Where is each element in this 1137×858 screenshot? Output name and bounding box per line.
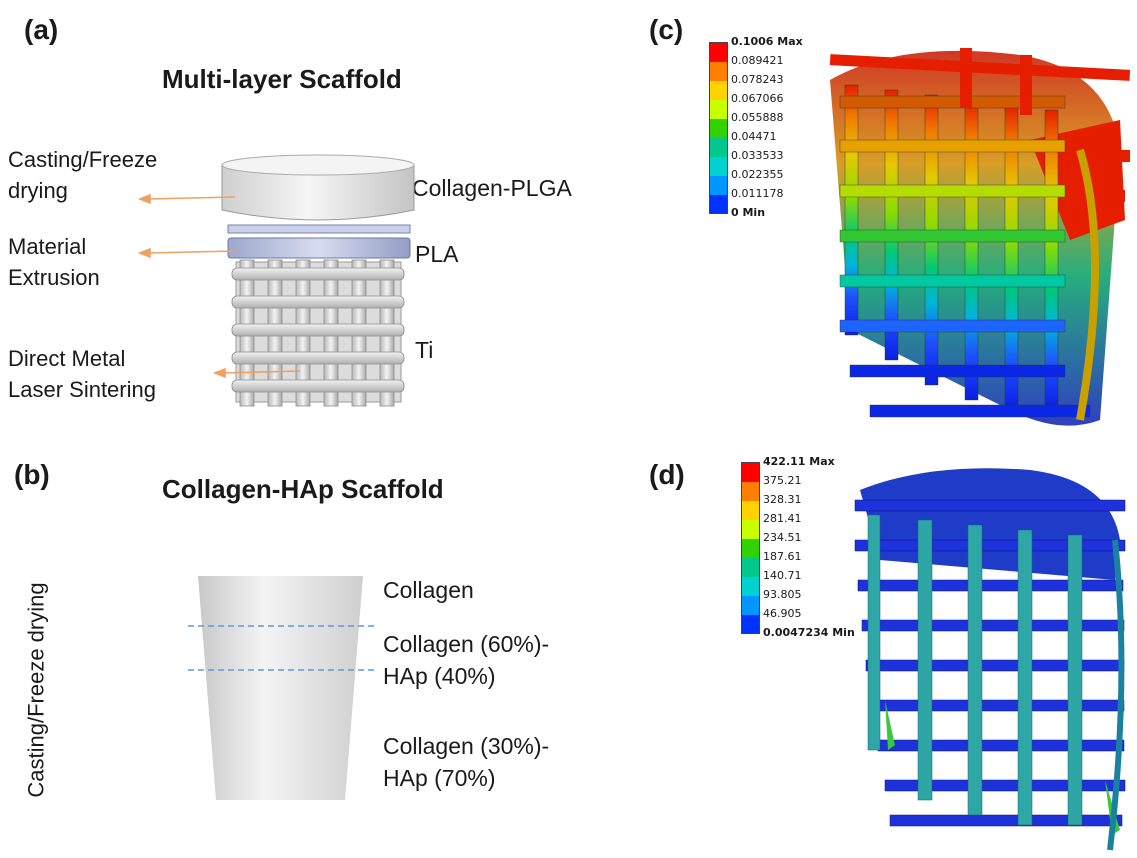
legend-c-2: 0.078243 bbox=[731, 73, 784, 86]
panel-b-letter: (b) bbox=[14, 459, 50, 490]
legend-c-9: 0 Min bbox=[731, 206, 766, 219]
hap-layer-label-1: Collagen bbox=[383, 577, 474, 603]
layer-label-pla: PLA bbox=[415, 241, 459, 267]
panel-c-letter: (c) bbox=[649, 14, 684, 45]
legend-d-7: 93.805 bbox=[763, 588, 802, 601]
legend-c-7: 0.022355 bbox=[731, 168, 784, 181]
legend-d-2: 328.31 bbox=[763, 493, 802, 506]
collagen-plga-cylinder bbox=[221, 154, 415, 221]
legend-c-1: 0.089421 bbox=[731, 54, 784, 67]
legend-d-3: 281.41 bbox=[763, 512, 802, 525]
legend-d-0: 422.11 Max bbox=[763, 455, 835, 468]
legend-d-4: 234.51 bbox=[763, 531, 802, 544]
legend-c-3: 0.067066 bbox=[731, 92, 784, 105]
process-arrows bbox=[137, 193, 301, 379]
legend-c-8: 0.011178 bbox=[731, 187, 784, 200]
legend-d-8: 46.905 bbox=[763, 607, 802, 620]
panel-a-letter: (a) bbox=[24, 14, 59, 45]
legend-d-6: 140.71 bbox=[763, 569, 802, 582]
legend-d-5: 187.61 bbox=[763, 550, 802, 563]
colormap-legend-d: 422.11 Max 375.21 328.31 281.41 234.51 1… bbox=[741, 456, 871, 642]
colormap-legend-c: 0.1006 Max 0.089421 0.078243 0.067066 0.… bbox=[709, 36, 829, 222]
panel-b-title: Collagen-HAp Scaffold bbox=[162, 474, 444, 504]
process-label-extrusion: Material Extrusion bbox=[8, 234, 100, 290]
legend-c-4: 0.055888 bbox=[731, 111, 784, 124]
process-label-dmls: Direct Metal Laser Sintering bbox=[8, 346, 156, 402]
legend-d-9: 0.0047234 Min bbox=[763, 626, 855, 639]
hap-layer-label-2: Collagen (60%)- HAp (40%) bbox=[383, 631, 550, 689]
ti-lattice bbox=[231, 259, 405, 407]
colorbar-c bbox=[709, 42, 728, 214]
pla-layer bbox=[227, 224, 411, 259]
process-label-casting: Casting/Freeze drying bbox=[8, 147, 158, 203]
layer-label-ti: Ti bbox=[415, 337, 434, 363]
colorbar-d bbox=[741, 462, 760, 634]
legend-c-5: 0.04471 bbox=[731, 130, 777, 143]
legend-c-0: 0.1006 Max bbox=[731, 35, 803, 48]
legend-c-6: 0.033533 bbox=[731, 149, 784, 162]
panel-a-title: Multi-layer Scaffold bbox=[162, 64, 402, 94]
layer-label-collagen-plga: Collagen-PLGA bbox=[412, 175, 572, 201]
hap-layer-label-3: Collagen (30%)- HAp (70%) bbox=[383, 733, 550, 791]
panel-d-letter: (d) bbox=[649, 459, 685, 490]
legend-d-1: 375.21 bbox=[763, 474, 802, 487]
